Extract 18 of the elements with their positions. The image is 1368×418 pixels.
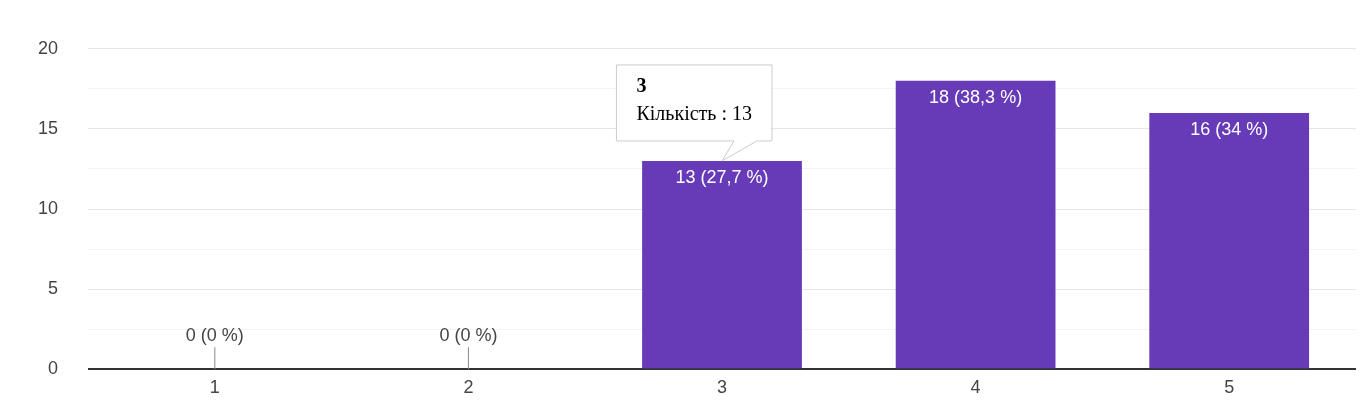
x-tick-label: 2 — [463, 376, 474, 397]
data-label: 13 (27,7 %) — [675, 166, 769, 187]
y-tick-label: 10 — [37, 197, 59, 218]
y-tick-label: 20 — [37, 37, 59, 58]
y-tick-label: 15 — [37, 117, 59, 138]
x-tick-label: 3 — [717, 376, 728, 397]
x-tick-label: 1 — [209, 376, 220, 397]
data-label: 16 (34 %) — [1190, 118, 1269, 139]
bar — [1149, 112, 1310, 369]
y-tick-label: 0 — [48, 358, 59, 379]
data-label: 18 (38,3 %) — [929, 86, 1023, 107]
x-tick-label: 5 — [1224, 376, 1235, 397]
y-tick-label: 5 — [48, 278, 59, 299]
annotation: 3 Кількість : 13 — [636, 74, 753, 125]
data-label: 0 (0 %) — [439, 325, 498, 346]
x-tick-label: 4 — [970, 376, 981, 397]
bar — [895, 80, 1056, 369]
data-label: 0 (0 %) — [185, 325, 244, 346]
